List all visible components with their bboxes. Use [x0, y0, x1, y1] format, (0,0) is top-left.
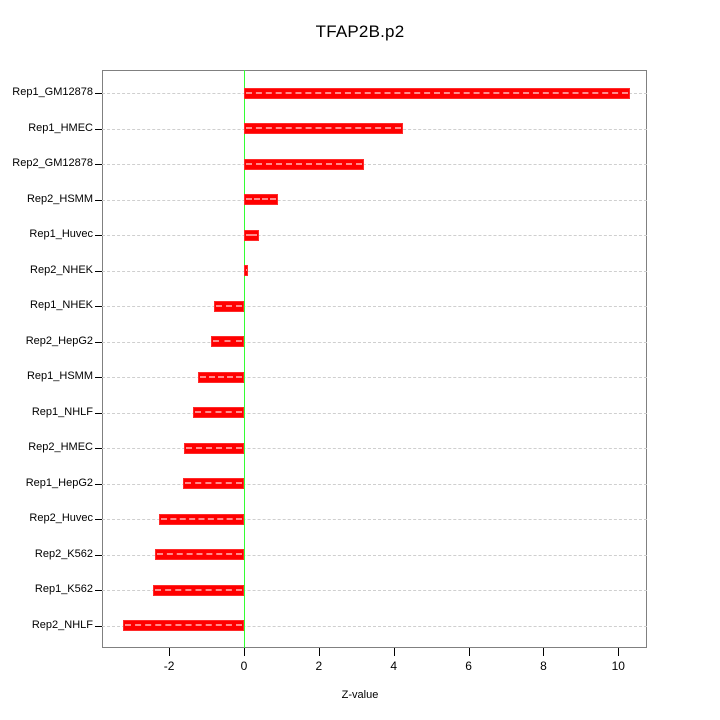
x-axis-tick — [244, 648, 245, 656]
y-axis-tick — [95, 554, 102, 556]
y-axis-label-rep1-k562: Rep1_K562 — [34, 583, 93, 595]
bar-hatch — [186, 446, 242, 449]
gridline — [102, 519, 647, 520]
y-axis-label-rep1-hepg2: Rep1_HepG2 — [25, 476, 93, 489]
x-axis-tick-label: 8 — [540, 659, 547, 673]
gridline — [102, 270, 647, 272]
bar-hatch — [212, 340, 242, 342]
bar — [155, 549, 244, 560]
gridline — [102, 199, 647, 201]
y-axis-tick — [95, 448, 102, 449]
bar — [244, 158, 364, 170]
bar — [244, 87, 630, 99]
y-axis-tick — [95, 270, 102, 272]
y-axis-tick — [95, 483, 102, 485]
y-axis-labels-group: Rep1_GM12878 Rep1_HMEC Rep2_GM12878 Rep2_HS… — [0, 0, 93, 720]
x-axis-tick — [543, 648, 545, 656]
bar — [123, 620, 244, 631]
bar — [210, 336, 244, 347]
gridline — [102, 625, 647, 627]
x-axis-tick-label: 6 — [465, 659, 472, 673]
y-axis-label-rep2-hsmm: Rep2_HSMM — [26, 192, 93, 205]
bar — [244, 123, 404, 134]
x-axis-tick — [318, 648, 320, 656]
y-axis-tick — [95, 412, 102, 414]
y-axis-label-rep1-gm12878: Rep1_GM12878 — [12, 86, 93, 98]
bar — [184, 442, 244, 454]
gridline — [102, 554, 647, 556]
gridline — [102, 306, 647, 307]
gridline — [102, 164, 647, 165]
bar-hatch — [155, 588, 242, 591]
bar — [244, 229, 259, 241]
y-axis-tick — [95, 519, 102, 520]
y-axis-label-rep1-huvec: Rep1_Huvec — [29, 228, 93, 240]
bar-hatch — [246, 91, 628, 94]
y-axis-tick — [95, 377, 102, 378]
bar-hatch — [199, 375, 242, 378]
y-axis-tick — [95, 199, 102, 201]
bar-hatch — [157, 553, 242, 555]
x-axis-tick-label: -2 — [163, 659, 175, 673]
y-axis-label-rep2-huvec: Rep2_Huvec — [29, 512, 93, 524]
x-axis-tick — [393, 648, 395, 656]
gridline — [102, 590, 647, 591]
y-axis-tick — [95, 306, 102, 307]
bar — [192, 407, 244, 418]
y-axis-label-rep1-nhek: Rep1_NHEK — [30, 299, 93, 311]
y-axis-label-rep1-nhlf: Rep1_NHLF — [31, 405, 93, 418]
y-axis-tick — [95, 128, 102, 130]
gridline — [102, 377, 647, 378]
plot-area — [102, 70, 647, 648]
y-axis-label-rep2-hmec: Rep2_HMEC — [28, 441, 93, 453]
bar — [244, 194, 279, 205]
y-axis-label-rep2-hepg2: Rep2_HepG2 — [25, 334, 93, 347]
x-axis-tick-label: 0 — [240, 659, 248, 673]
bar — [182, 478, 244, 489]
y-axis-tick — [95, 341, 102, 343]
bar-hatch — [194, 411, 242, 413]
y-axis-label-rep2-gm12878: Rep2_GM12878 — [12, 157, 93, 169]
bar-hatch — [246, 162, 362, 165]
bar — [159, 513, 244, 525]
bar-hatch — [246, 198, 277, 200]
y-axis-tick — [95, 93, 102, 94]
bar-hatch — [184, 482, 242, 484]
bar — [153, 584, 244, 596]
x-axis-tick-label: 2 — [315, 659, 323, 673]
gridline — [102, 412, 647, 414]
bar — [244, 265, 249, 276]
gridline — [102, 341, 647, 343]
x-axis-tick — [169, 648, 171, 656]
bar-hatch — [246, 233, 257, 236]
y-axis-tick — [95, 590, 102, 591]
x-axis-tick — [468, 648, 470, 656]
y-axis-label-rep1-hmec: Rep1_HMEC — [28, 121, 93, 134]
y-axis-label-rep1-hsmm: Rep1_HSMM — [26, 370, 93, 382]
x-axis-tick-label: 4 — [390, 659, 398, 673]
gridline — [102, 448, 647, 449]
y-axis-tick — [95, 235, 102, 236]
y-axis-label-rep2-k562: Rep2_K562 — [34, 547, 93, 560]
x-axis-tick-label: 10 — [611, 659, 625, 673]
zero-reference-line — [244, 70, 245, 648]
gridline — [102, 483, 647, 485]
bar-hatch — [161, 517, 242, 520]
bar-hatch — [246, 127, 402, 129]
y-axis-label-rep2-nhek: Rep2_NHEK — [30, 263, 93, 276]
y-axis-label-rep2-nhlf: Rep2_NHLF — [31, 618, 93, 631]
bar — [214, 300, 244, 312]
gridline — [102, 235, 647, 236]
bar-hatch — [125, 624, 242, 626]
x-axis-title: Z-value — [341, 689, 379, 701]
y-axis-tick — [95, 164, 102, 165]
bar-hatch — [216, 304, 242, 307]
y-axis-tick — [95, 625, 102, 627]
chart-title: TFAP2B.p2 — [315, 22, 405, 41]
bar — [197, 371, 244, 383]
x-axis-tick — [618, 648, 620, 656]
